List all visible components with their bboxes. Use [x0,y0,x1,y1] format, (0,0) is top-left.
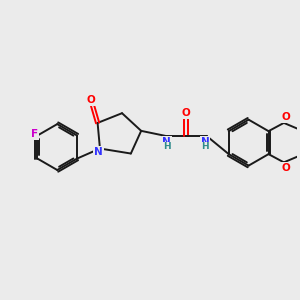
Text: F: F [31,129,38,139]
Text: N: N [94,147,103,157]
Text: O: O [281,163,290,173]
Text: O: O [182,108,190,118]
Text: H: H [163,142,171,151]
Text: O: O [281,112,290,122]
Text: H: H [201,142,209,151]
Text: N: N [162,137,171,147]
Text: O: O [86,95,95,105]
Text: N: N [201,137,209,147]
